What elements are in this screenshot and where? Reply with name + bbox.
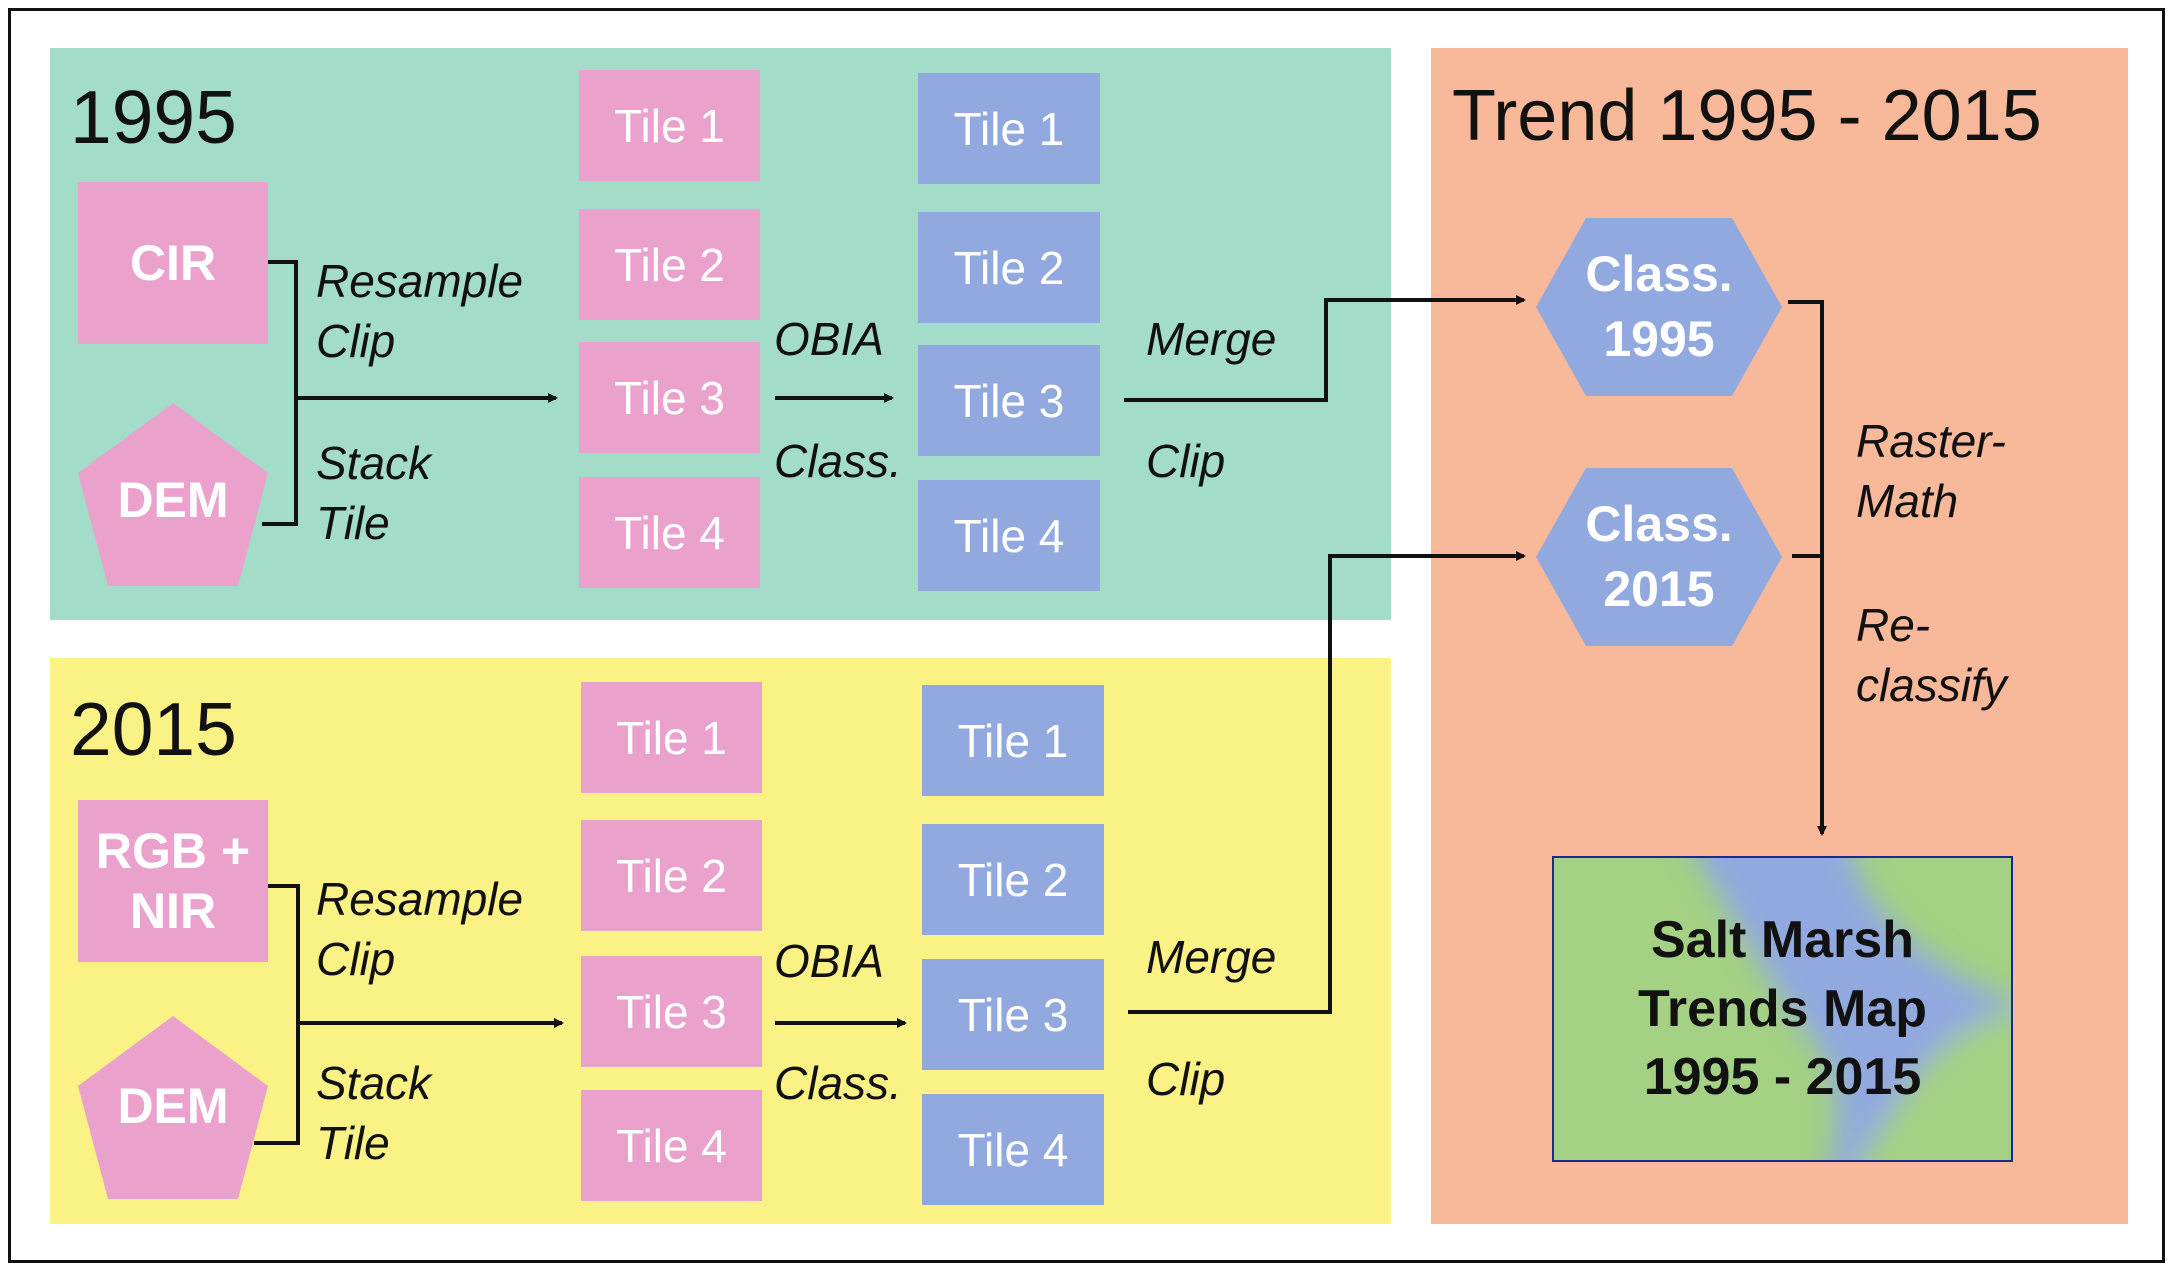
input-tile-1995-3: Tile 3 [579,342,760,453]
class-tile-1995-4: Tile 4 [918,480,1100,591]
class-tile-2015-2: Tile 2 [922,824,1104,935]
merge-label-1995: Merge [1146,313,1277,365]
raster-math-label: Raster- Math [1856,412,2006,532]
stack-tile-labels-1995: Stack Tile [316,434,431,554]
map-caption: Salt Marsh Trends Map 1995 - 2015 [1554,858,2011,1160]
tile-label: Tile [316,1116,390,1169]
class-tile-2015-3: Tile 3 [922,959,1104,1070]
clip-label-post-2015: Clip [1146,1053,1226,1105]
arrow-1995-merge [1124,295,1526,402]
panel-trend-title: Trend 1995 - 2015 [1452,76,2042,156]
dem-source-pentagon-2015 [78,1016,268,1199]
input-tile-1995-2: Tile 2 [579,209,760,320]
class-tile-2015-4: Tile 4 [922,1094,1104,1205]
map-line3: 1995 - 2015 [1643,1048,1922,1107]
input-tile-2015-3: Tile 3 [581,956,762,1067]
raster-line: Raster- [1856,415,2006,467]
stack-label: Stack [316,1057,432,1109]
stack-label: Stack [316,437,432,489]
tile-label: Tile [316,496,390,549]
class-1995-hexagon [1536,218,1782,396]
input-tile-1995-4: Tile 4 [579,477,760,588]
class-tile-1995-2: Tile 2 [918,212,1100,323]
obia-label-2015: OBIA [774,935,884,987]
input-tile-2015-4: Tile 4 [581,1090,762,1201]
classify-line: classify [1856,658,2007,711]
map-line2: Trends Map [1638,979,1927,1038]
input-tile-2015-1: Tile 1 [581,682,762,793]
class-tile-1995-3: Tile 3 [918,345,1100,456]
input-tile-1995-1: Tile 1 [579,70,760,181]
reclassify-label: Re- classify [1856,596,2007,716]
arrow-2015-merge [1128,551,1526,1014]
merge-label-2015: Merge [1146,931,1277,983]
obia-label-1995: OBIA [774,313,884,365]
class-2015-line1: Class. [1585,496,1733,552]
cir-source-box: CIR [78,182,268,344]
trend-bracket [1788,300,1824,558]
rgb-line: RGB + [95,823,251,879]
class-tile-2015-1: Tile 1 [922,685,1104,796]
dem-source-pentagon-1995 [78,403,268,586]
class-label-2015: Class. [774,1057,902,1109]
class-2015-label: Class. 2015 [1536,468,1782,646]
re-line: Re- [1856,599,1931,651]
class-2015-line2: 2015 [1603,561,1715,617]
rgb-nir-source-box: RGB + NIR [78,800,268,962]
panel-2015-title: 2015 [70,687,237,771]
stack-tile-labels-2015: Stack Tile [316,1054,431,1174]
clip-label-post-1995: Clip [1146,435,1226,487]
nir-line: NIR [129,883,217,939]
input-tile-2015-2: Tile 2 [581,820,762,931]
class-1995-label: Class. 1995 [1536,218,1782,396]
clip-label: Clip [316,932,396,985]
resample-label: Resample [316,255,524,307]
panel-1995-title: 1995 [70,75,237,159]
class-2015-hexagon [1536,468,1782,646]
math-line: Math [1856,474,1959,527]
dem-label-2015: DEM [117,1078,229,1134]
class-tile-1995-1: Tile 1 [918,73,1100,184]
class-1995-line1: Class. [1585,246,1733,302]
resample-label: Resample [316,873,524,925]
pre-processing-labels-2015: Resample Clip [316,870,523,990]
class-label-1995: Class. [774,435,902,487]
class-1995-line2: 1995 [1603,311,1715,367]
map-background [1554,858,2011,1160]
dem-label-1995: DEM [117,472,229,528]
bracket-1995 [262,260,298,526]
bracket-2015 [254,884,300,1145]
map-line1: Salt Marsh [1651,911,1914,970]
salt-marsh-trends-map: Salt Marsh Trends Map 1995 - 2015 [1552,856,2013,1162]
pre-processing-labels-1995: Resample Clip [316,252,523,372]
clip-label: Clip [316,314,396,367]
diagram-frame [8,8,2165,1263]
